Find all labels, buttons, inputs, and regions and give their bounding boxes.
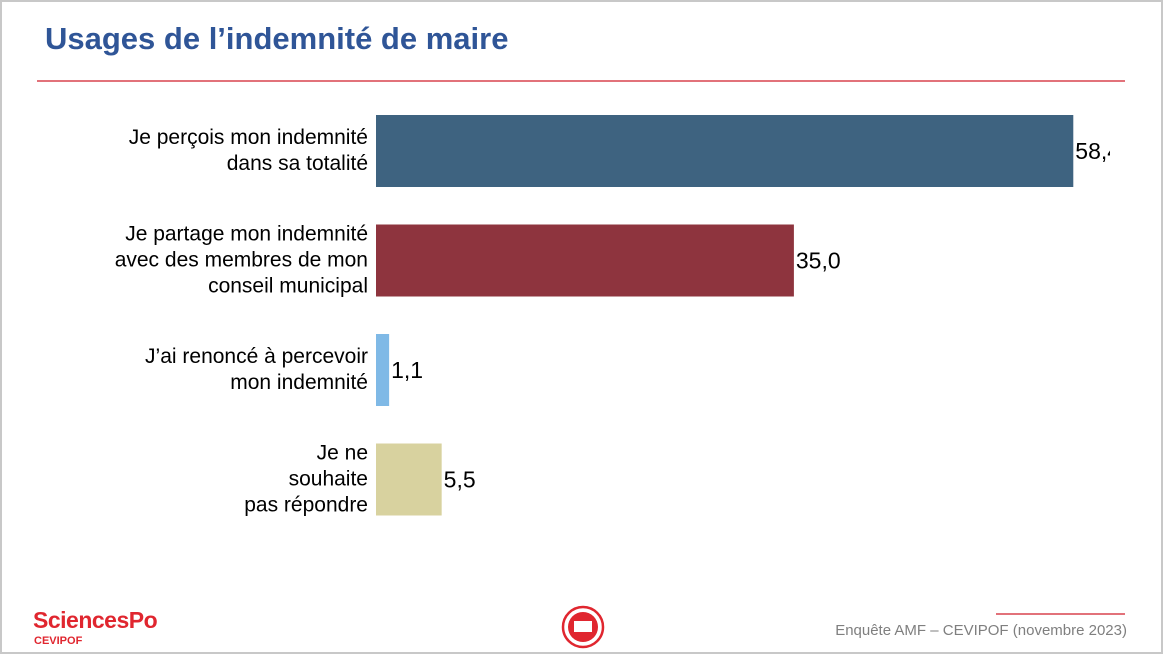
chart-title: Usages de l’indemnité de maire <box>45 21 508 56</box>
value-label: 58,4 <box>1075 138 1120 164</box>
category-label: Je partage mon indemnité avec des membres… <box>115 222 368 297</box>
emblem <box>561 605 605 649</box>
logo: SciencesPo <box>33 607 158 633</box>
plot: 58,4 35,0 1,1 5,5 <box>376 115 1120 516</box>
source: Enquête AMF – CEVIPOF (novembre 2023) <box>835 622 1127 639</box>
value-label: 1,1 <box>391 357 423 383</box>
category-label: Je ne souhaite pas répondre <box>244 441 368 516</box>
bar <box>376 334 390 406</box>
bar <box>376 115 1074 187</box>
category-label: J’ai renoncé à percevoir mon indemnité <box>145 345 368 394</box>
value-label: 35,0 <box>796 248 841 274</box>
value-label: 5,5 <box>444 467 476 493</box>
bar <box>376 443 442 516</box>
category-label: Je perçois mon indemnité dans sa totalité <box>129 126 368 175</box>
bar <box>376 224 794 297</box>
logo-sub: CEVIPOF <box>34 635 83 647</box>
